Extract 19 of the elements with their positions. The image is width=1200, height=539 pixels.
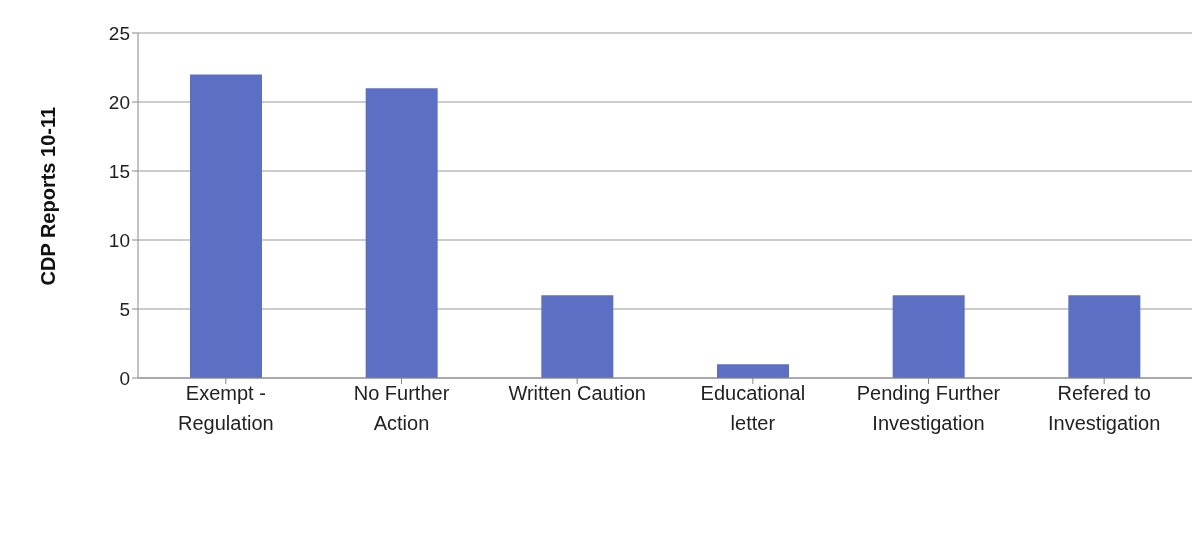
x-tick-label: Written Caution	[508, 382, 646, 404]
y-tick-label: 25	[108, 22, 130, 44]
y-tick-label: 20	[108, 91, 130, 113]
x-tick-label: No Further Action	[353, 382, 450, 434]
x-tick-label: Pending Further Investigation	[856, 382, 1001, 434]
y-tick-label: 0	[119, 367, 130, 389]
bar	[1068, 295, 1141, 378]
y-tick-label: 15	[108, 160, 130, 182]
bar	[190, 74, 262, 378]
x-tick-label: Exempt - Regulation	[178, 382, 274, 434]
bar	[541, 295, 614, 378]
y-axis-title: CDP Reports 10-11	[37, 106, 60, 286]
y-tick-label: 5	[119, 298, 130, 320]
y-tick-label: 10	[108, 229, 130, 251]
bar	[365, 88, 438, 378]
x-tick-label: Refered to Investigation	[1048, 382, 1161, 434]
x-tick-label: Educational letter	[700, 382, 806, 434]
bar	[892, 295, 965, 378]
bar	[717, 364, 789, 378]
